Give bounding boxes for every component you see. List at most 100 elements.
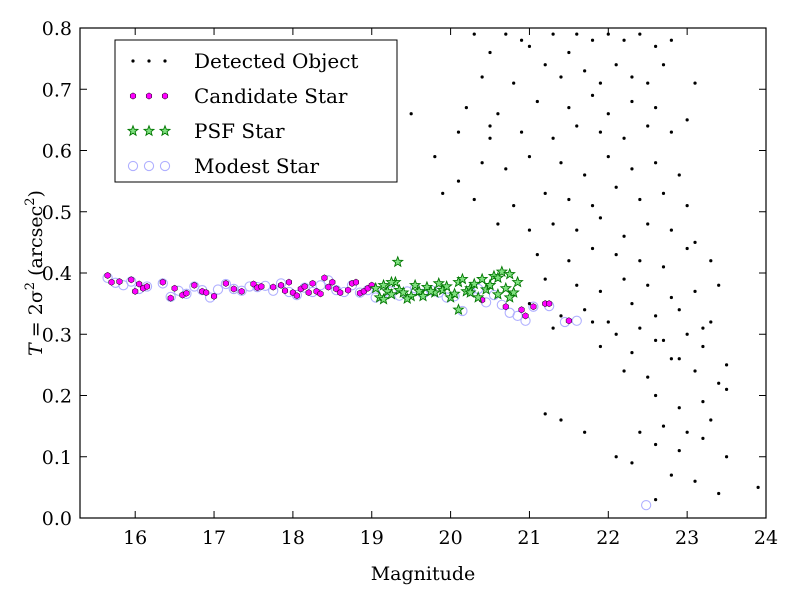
data-point [669,357,673,361]
data-point [575,283,579,287]
data-point [717,491,721,496]
data-point [598,130,603,134]
x-tick-label: 18 [281,527,305,549]
data-point [315,280,326,291]
x-tick-label: 22 [596,527,620,549]
data-point [401,292,414,304]
data-point [321,274,328,282]
data-point [685,332,689,336]
data-point [669,228,673,232]
data-point [496,222,500,226]
data-point [258,282,265,290]
data-point [452,303,465,315]
data-point [228,283,239,295]
data-point [606,112,610,116]
data-point [654,498,658,502]
data-point [483,278,497,291]
legend-marker [129,92,137,100]
data-point [638,430,642,434]
data-point [622,38,626,42]
data-point [530,303,537,311]
data-point [654,161,658,165]
data-point [646,222,650,226]
data-point [333,285,340,293]
y-tick-label: 0.4 [42,263,72,285]
y-axis-label-unit: (arcsec [25,206,47,282]
data-point [352,278,359,286]
data-point [301,282,308,290]
data-point [630,99,634,104]
data-point [212,284,224,295]
data-point [456,130,461,134]
data-point [717,381,721,385]
data-point [236,285,247,296]
data-point [495,265,509,278]
data-point [433,155,437,159]
data-point [701,436,705,440]
data-point [369,281,382,294]
data-point [512,81,516,85]
data-point [527,228,532,232]
legend-label: PSF Star [194,119,285,143]
data-point [756,485,760,489]
data-point [329,278,336,286]
data-point [646,375,650,379]
data-point [409,112,413,116]
data-point [191,281,198,289]
series-detected-object [322,32,760,502]
data-point [583,308,587,312]
data-point [701,326,705,330]
data-point [646,81,650,85]
data-point [724,455,729,459]
data-point [503,291,516,303]
data-point [661,63,666,67]
data-point [598,81,603,85]
data-point [527,155,532,159]
data-point [669,473,673,477]
data-point [416,289,430,302]
data-point [519,130,524,134]
legend-box [114,39,398,183]
data-point [522,312,529,320]
data-point [630,167,634,171]
data-point [598,344,603,349]
legend-entry-detected-object: Detected Object [131,49,358,73]
data-point [502,303,509,311]
legend-marker [163,59,167,63]
data-point [654,393,658,398]
data-point [598,289,603,293]
series-modest-star [102,272,652,511]
y-tick-label: 0.6 [42,141,72,163]
data-point [132,287,139,295]
data-point [622,369,626,373]
data-point [104,271,111,279]
data-point [167,294,174,302]
data-point [693,289,697,293]
y-tick-label: 0.7 [42,79,72,101]
data-point [661,265,666,269]
data-point [171,284,178,292]
x-tick-label: 17 [202,527,226,549]
data-point [654,44,658,48]
data-point [677,406,681,410]
data-point [677,173,681,177]
data-point [614,253,618,257]
data-point [305,289,312,297]
data-point [661,424,666,428]
y-tick-label: 0.3 [42,324,72,346]
data-point [685,118,689,122]
legend-marker [145,92,153,100]
data-point [583,430,587,434]
data-point [128,276,135,284]
data-point [654,106,658,110]
data-point [590,320,595,324]
data-point [535,253,539,257]
legend-marker [127,160,139,172]
data-point [385,275,398,288]
data-point [432,276,445,289]
data-point [222,279,229,287]
y-tick-label: 0.5 [42,202,72,224]
data-point [575,228,579,232]
x-tick-label: 24 [754,527,778,549]
